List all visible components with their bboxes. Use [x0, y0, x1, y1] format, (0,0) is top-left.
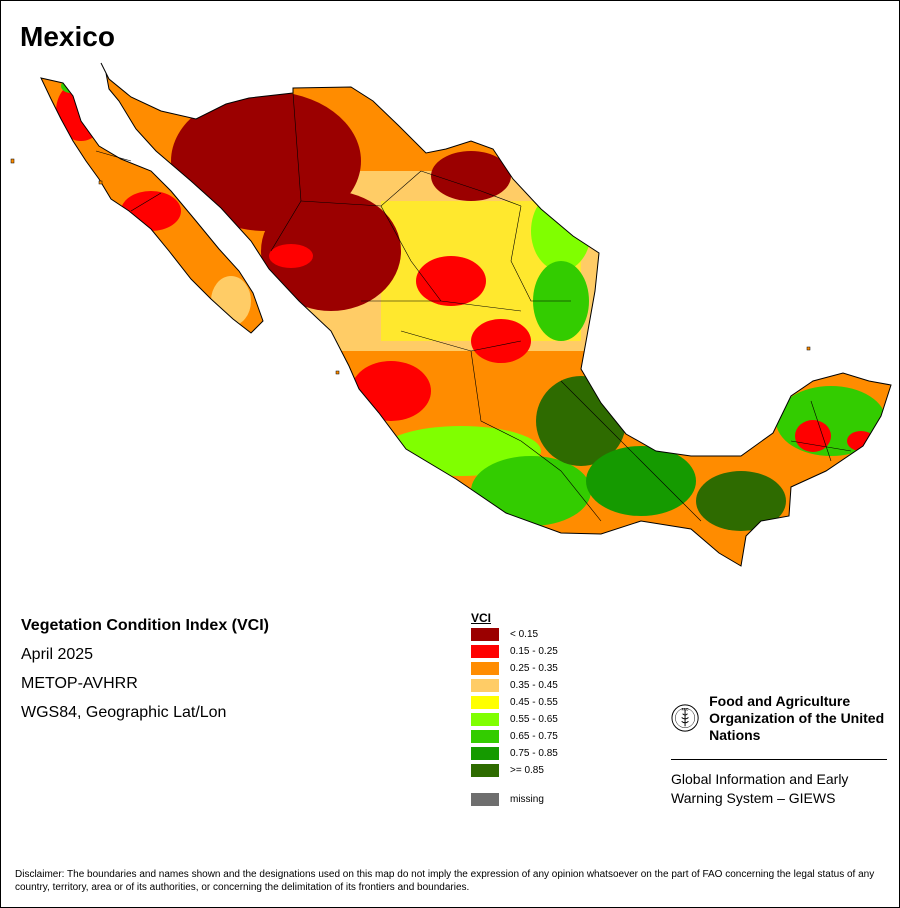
legend-label: 0.65 - 0.75	[510, 731, 558, 742]
fao-divider	[671, 759, 887, 760]
legend-item: 0.75 - 0.85	[471, 745, 601, 762]
legend-label: 0.55 - 0.65	[510, 714, 558, 725]
legend-item: 0.35 - 0.45	[471, 677, 601, 694]
map-title: Mexico	[20, 21, 115, 52]
map-sensor: METOP-AVHRR	[21, 675, 138, 692]
legend-item: 0.55 - 0.65	[471, 711, 601, 728]
fao-logo-f: FAO	[682, 708, 689, 712]
legend-title: VCI	[471, 611, 492, 625]
legend-label: 0.35 - 0.45	[510, 680, 558, 691]
fao-logo-icon: FAO	[671, 704, 699, 732]
map-info: Vegetation Condition Index (VCI) April 2…	[21, 616, 381, 732]
fao-branding: FAO Food and Agriculture Organization of…	[671, 689, 891, 808]
legend-items: < 0.15 0.15 - 0.25 0.25 - 0.35 0.35 - 0.45 0…	[471, 626, 601, 779]
fao-name: Food and Agriculture Organization of the…	[709, 692, 885, 743]
disclaimer: Disclaimer: The boundaries and names sho…	[15, 869, 875, 893]
legend-swatch	[471, 645, 499, 658]
legend-label: < 0.15	[510, 629, 539, 640]
giews-name: Global Information and Early Warning Sys…	[671, 771, 849, 806]
legend-label: 0.15 - 0.25	[510, 646, 558, 657]
legend-swatch	[471, 679, 499, 692]
map-period: April 2025	[21, 646, 94, 663]
legend-swatch	[471, 628, 499, 641]
legend-item: 0.25 - 0.35	[471, 660, 601, 677]
legend-swatch	[471, 747, 499, 760]
legend-swatch	[471, 764, 499, 777]
legend-swatch	[471, 662, 499, 675]
baja-outline	[40, 77, 264, 334]
legend-swatch-missing	[471, 793, 499, 806]
state-boundaries	[95, 92, 852, 522]
legend-item: 0.65 - 0.75	[471, 728, 601, 745]
mainland-outline	[100, 62, 892, 567]
vci-legend: VCI < 0.15 0.15 - 0.25 0.25 - 0.35 0.35 - 0…	[471, 611, 601, 808]
legend-swatch	[471, 696, 499, 709]
map-subject: Vegetation Condition Index (VCI)	[21, 617, 269, 634]
legend-item: >= 0.85	[471, 762, 601, 779]
map-projection: WGS84, Geographic Lat/Lon	[21, 704, 227, 721]
legend-item: 0.15 - 0.25	[471, 643, 601, 660]
legend-label: 0.75 - 0.85	[510, 748, 558, 759]
legend-swatch	[471, 730, 499, 743]
legend-swatch	[471, 713, 499, 726]
islands	[10, 158, 811, 375]
legend-item: 0.45 - 0.55	[471, 694, 601, 711]
vci-map	[10, 62, 892, 567]
legend-item-missing: missing	[471, 791, 601, 808]
mainland-raster	[101, 63, 891, 566]
legend-label: >= 0.85	[510, 765, 544, 776]
legend-item: < 0.15	[471, 626, 601, 643]
legend-label: 0.45 - 0.55	[510, 697, 558, 708]
legend-label-missing: missing	[510, 794, 544, 805]
legend-label: 0.25 - 0.35	[510, 663, 558, 674]
